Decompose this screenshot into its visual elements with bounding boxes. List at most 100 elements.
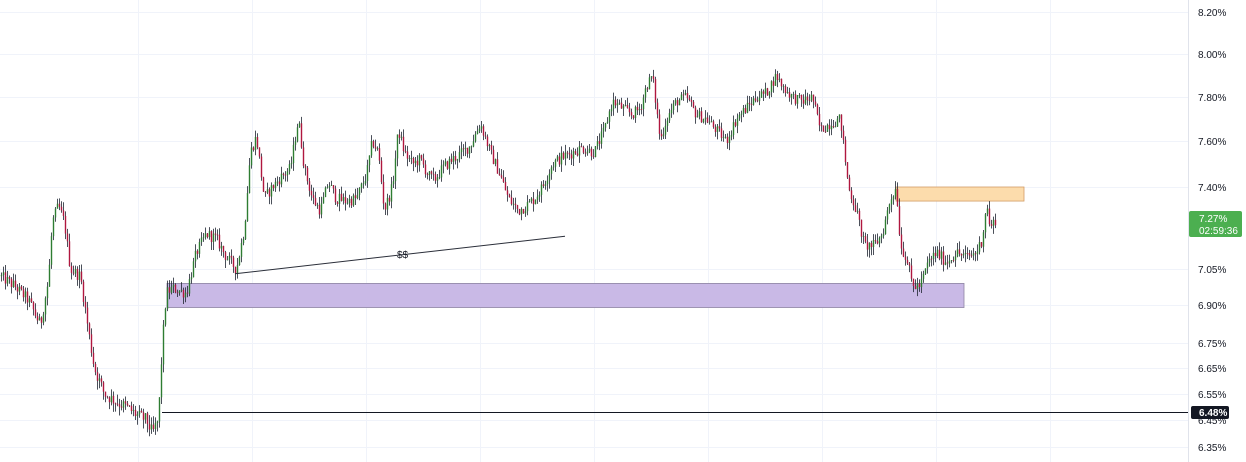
candle-down	[720, 128, 723, 138]
candle-up	[442, 164, 445, 166]
candle-up	[556, 156, 559, 161]
candle-down	[626, 104, 629, 108]
candle-up	[926, 262, 929, 269]
candle-up	[936, 249, 939, 257]
candlestick-series	[0, 69, 997, 437]
candle-up	[172, 284, 175, 287]
candle-down	[302, 147, 305, 166]
candle-up	[986, 208, 989, 215]
candle-down	[806, 96, 809, 101]
candle-up	[792, 94, 795, 95]
candle-down	[86, 307, 89, 324]
candle-up	[644, 88, 647, 98]
candle-down	[32, 302, 35, 310]
candle-up	[830, 126, 833, 130]
candle-down	[168, 287, 171, 293]
candle-up	[28, 298, 31, 303]
candle-down	[498, 173, 501, 176]
candle-up	[48, 264, 51, 287]
candle-down	[268, 189, 271, 197]
candle-up	[440, 165, 443, 178]
candle-down	[272, 185, 275, 189]
candle-down	[10, 278, 13, 287]
y-tick-label: 6.75%	[1198, 339, 1226, 350]
candle-up	[212, 233, 215, 243]
supply-zone[interactable]	[895, 186, 1025, 202]
candle-up	[288, 164, 291, 172]
candle-down	[934, 252, 937, 257]
candle-up	[360, 183, 363, 189]
candle-up	[356, 194, 359, 199]
candle-down	[314, 197, 317, 206]
candle-down	[980, 242, 983, 247]
candle-up	[136, 414, 139, 417]
candle-up	[368, 155, 371, 166]
demand-zone[interactable]	[166, 282, 965, 308]
candle-down	[726, 136, 729, 144]
candle-up	[362, 183, 365, 185]
candle-down	[340, 193, 343, 201]
candle-up	[666, 120, 669, 126]
candle-up	[38, 317, 41, 321]
price-axis[interactable]: 8.20% 8.00% 7.80% 7.60% 7.40% 7.05% 6.90% 6.75%…	[1198, 8, 1226, 454]
candle-down	[958, 249, 961, 254]
y-tick-label: 7.05%	[1198, 265, 1226, 276]
candle-down	[462, 148, 465, 150]
candle-up	[886, 210, 889, 220]
candle-up	[292, 144, 295, 164]
candle-down	[30, 298, 33, 303]
candle-down	[72, 272, 75, 274]
candle-up	[612, 99, 615, 109]
candle-down	[502, 177, 505, 182]
candle-up	[624, 104, 627, 106]
candle-down	[772, 81, 775, 86]
candle-up	[732, 122, 735, 135]
candle-up	[536, 196, 539, 200]
candle-down	[300, 123, 303, 148]
candle-down	[382, 181, 385, 204]
candle-down	[780, 78, 783, 87]
candle-down	[918, 283, 921, 288]
candle-down	[718, 126, 721, 129]
candle-up	[474, 134, 477, 142]
candle-up	[296, 127, 299, 142]
candle-down	[646, 88, 649, 90]
candle-down	[848, 177, 851, 191]
candle-up	[228, 255, 231, 260]
candle-down	[970, 255, 973, 257]
candle-down	[94, 363, 97, 373]
candle-down	[800, 94, 803, 100]
countdown-label: 02:59:36	[1199, 226, 1238, 237]
candle-down	[128, 405, 131, 407]
candle-up	[366, 165, 369, 182]
candle-up	[976, 251, 979, 255]
candle-up	[862, 236, 865, 237]
candle-down	[420, 155, 423, 159]
candle-down	[152, 424, 155, 429]
candle-down	[146, 413, 149, 424]
candle-up	[494, 159, 497, 164]
candle-up	[242, 239, 245, 244]
candle-up	[888, 204, 891, 211]
candle-up	[376, 148, 379, 149]
candle-down	[584, 152, 587, 154]
candle-down	[126, 403, 129, 406]
candle-down	[116, 403, 119, 405]
liquidity-trendline[interactable]	[234, 235, 566, 275]
candle-down	[516, 205, 519, 210]
candle-up	[880, 235, 883, 238]
candle-up	[286, 171, 289, 176]
candle-down	[350, 198, 353, 206]
candle-down	[906, 259, 909, 264]
candle-down	[450, 158, 453, 162]
candle-up	[320, 203, 323, 215]
candle-down	[114, 403, 117, 405]
current-price-label: 7.27%	[1199, 214, 1227, 225]
candle-down	[102, 382, 105, 392]
candle-down	[318, 204, 321, 215]
candle-down	[62, 210, 65, 216]
candle-down	[660, 133, 663, 137]
candle-up	[948, 260, 951, 264]
candle-up	[662, 134, 665, 137]
